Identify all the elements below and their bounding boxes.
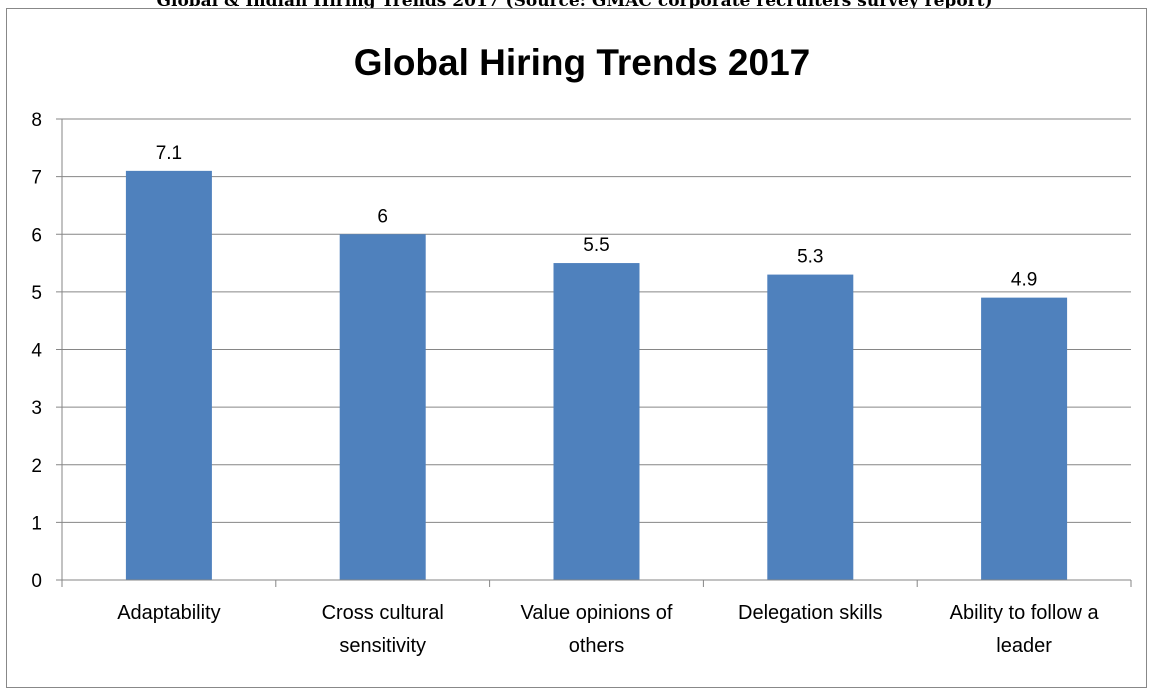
bar-0 xyxy=(125,170,212,581)
y-tick-label-0: 0 xyxy=(31,571,42,592)
y-tick-label-4: 4 xyxy=(31,341,42,362)
bar-1 xyxy=(339,234,426,580)
bar-2 xyxy=(553,263,640,580)
x-tick-label-0-0: Adaptability xyxy=(117,602,220,624)
data-label-4: 4.9 xyxy=(1011,270,1037,291)
data-label-1: 6 xyxy=(377,206,388,227)
bar-4 xyxy=(981,297,1068,580)
x-tick-label-4-0: Ability to follow a xyxy=(950,602,1100,624)
y-tick-label-2: 2 xyxy=(31,456,42,477)
y-tick-label-5: 5 xyxy=(31,283,42,304)
bar-3 xyxy=(767,274,854,580)
y-tick-label-6: 6 xyxy=(31,225,42,246)
data-labels: 7.1 6 5.5 5.3 4.9 xyxy=(156,143,1038,291)
x-tick-label-4-1: leader xyxy=(996,635,1052,657)
chart-title: Global Hiring Trends 2017 xyxy=(354,42,810,83)
data-label-2: 5.5 xyxy=(583,235,609,256)
x-tick-label-2-0: Value opinions of xyxy=(521,602,673,624)
x-tick-label-1-1: sensitivity xyxy=(339,635,426,657)
y-tick-label-8: 8 xyxy=(31,110,42,131)
x-axis-labels: Adaptability Cross cultural sensitivity Val… xyxy=(117,602,1099,657)
data-label-0: 7.1 xyxy=(156,143,182,164)
bars xyxy=(125,170,1068,581)
x-axis xyxy=(61,119,1132,587)
data-label-3: 5.3 xyxy=(797,247,823,268)
figure-caption: Global & Indian Hiring Trends 2017 (Sour… xyxy=(156,0,993,11)
y-tick-label-1: 1 xyxy=(31,513,42,534)
x-tick-label-1-0: Cross cultural xyxy=(322,602,444,624)
x-tick-label-3-0: Delegation skills xyxy=(738,602,883,624)
y-tick-label-3: 3 xyxy=(31,398,42,419)
x-tick-label-2-1: others xyxy=(569,635,625,657)
y-axis-ticks: 0 1 2 3 4 5 6 7 8 xyxy=(31,110,62,592)
y-tick-label-7: 7 xyxy=(31,168,42,189)
